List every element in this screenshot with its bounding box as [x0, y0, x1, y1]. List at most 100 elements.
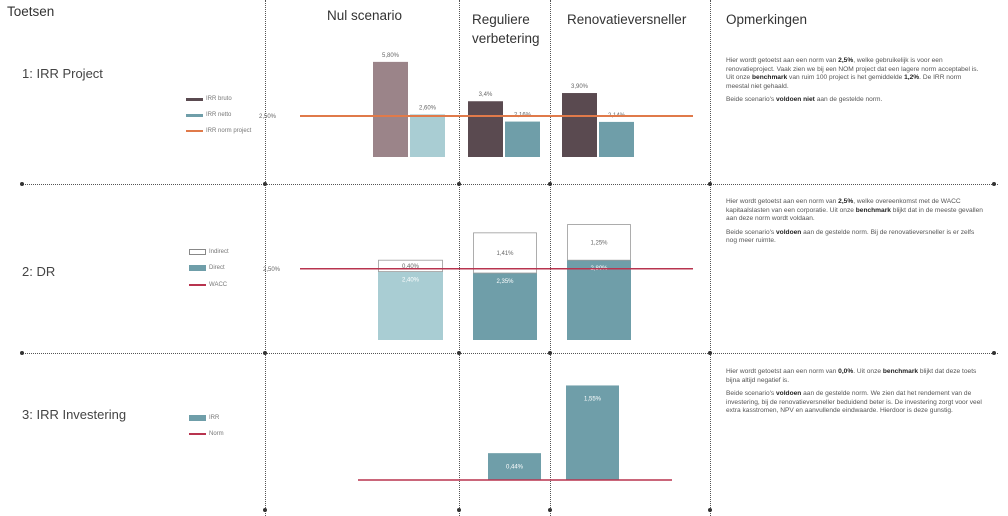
remark-text: aan de gestelde norm. Bij de renovatieve… [726, 228, 975, 245]
chart-irr-project: 5,80%2,60%3,4%2,16%3,90%2,14%2,50% [259, 53, 693, 157]
legend-item-irr-netto: IRR netto [186, 112, 231, 118]
legend-item-norm: Norm [189, 431, 224, 437]
data-label-direct: 2,40% [402, 278, 420, 284]
legend-item-irr-norm: IRR norm project [186, 128, 251, 134]
grid-dot [548, 508, 552, 512]
remark-text: aan de gestelde norm. We zien dat het re… [726, 390, 982, 415]
bar-irr-bruto [373, 61, 408, 157]
remark-paragraph: Beide scenario's voldoen niet aan de ges… [726, 96, 984, 105]
grid-dot [20, 351, 24, 355]
remark-bold: 0,0% [838, 368, 854, 375]
grid-dot [992, 351, 996, 355]
grid-dot [20, 182, 24, 186]
legend-swatch [189, 433, 206, 435]
bar-irr-bruto [562, 93, 597, 157]
remark-text: Beide scenario's [726, 390, 777, 398]
remark-bold: benchmark [752, 74, 788, 82]
row-label-irr-project: 1: IRR Project [22, 66, 103, 81]
data-label-direct: 2,35% [496, 279, 514, 285]
bar-direct [378, 271, 443, 340]
legend-item-indirect: Indirect [189, 249, 229, 255]
data-label-irr-bruto: 3,90% [571, 84, 589, 90]
data-label-irr-bruto: 5,80% [382, 53, 400, 59]
grid-dot [263, 508, 267, 512]
legend-swatch [186, 113, 203, 117]
legend-label: Direct [209, 265, 225, 271]
remark-text: van ruim 100 project is het gemiddelde [787, 74, 905, 82]
data-label-indirect: 1,25% [590, 240, 608, 246]
remark-bold: 2,5% [838, 57, 854, 64]
data-label-irr-investering: 1,55% [584, 396, 602, 402]
remark-bold: voldoen [776, 390, 802, 398]
remark-paragraph: Hier wordt getoetst aan een norm van 0,0… [726, 368, 984, 385]
bar-irr-netto [599, 121, 634, 157]
remark-dr: Hier wordt getoetst aan een norm van 2,5… [726, 198, 984, 251]
remark-text: aan de gestelde norm. [814, 96, 883, 104]
remark-text: Hier wordt getoetst aan een norm van [726, 57, 839, 64]
grid-dot [457, 182, 461, 186]
remark-text: . Uit onze [853, 368, 883, 375]
remark-irr-investering: Hier wordt getoetst aan een norm van 0,0… [726, 368, 984, 421]
remark-text: , welke gebruikelijk is voor een renovat… [726, 57, 979, 82]
remark-paragraph: Beide scenario's voldoen aan de gestelde… [726, 229, 984, 246]
row-label-irr-investering: 3: IRR Investering [22, 407, 127, 422]
legend-label: IRR [209, 415, 220, 421]
bar-irr-investering [566, 385, 619, 480]
data-label-irr-netto: 2,60% [419, 105, 437, 111]
legend-label: Indirect [209, 249, 229, 255]
remark-bold: voldoen [776, 228, 802, 236]
bar-direct [567, 260, 631, 340]
remark-text: blijkt dat in de meeste gevallen aan dez… [726, 206, 983, 223]
grid-dot [548, 351, 552, 355]
grid-dot [263, 351, 267, 355]
bar-irr-netto [410, 114, 445, 157]
legend-swatch [189, 249, 206, 255]
remark-bold: 2,5% [838, 198, 854, 205]
grid-dot [708, 508, 712, 512]
column-divider-1 [265, 0, 266, 516]
remark-bold: benchmark [855, 206, 891, 214]
legend-swatch [189, 284, 206, 286]
remark-text: blijkt dat deze toets bijna altijd negat… [726, 368, 977, 384]
bar-direct [473, 273, 537, 340]
grid-dot [708, 351, 712, 355]
remark-text: , welke overeenkomst met de WACC kapitaa… [726, 198, 961, 214]
legend-swatch [189, 415, 206, 421]
data-label-indirect: 0,40% [402, 264, 420, 270]
norm-label-irr-project: 2,50% [259, 114, 277, 120]
grid-dot [992, 182, 996, 186]
grid-dot [457, 351, 461, 355]
legend-label: Norm [209, 431, 224, 437]
legend-swatch [186, 130, 203, 132]
data-label-irr-investering: 0,44% [506, 465, 524, 471]
column-divider-2 [459, 0, 460, 516]
remark-paragraph: Beide scenario's voldoen aan de gestelde… [726, 390, 984, 416]
legend-swatch [186, 97, 203, 101]
header-reguliere-line2: verbetering [472, 31, 540, 46]
header-toetsen: Toetsen [7, 4, 55, 19]
grid-dot [708, 182, 712, 186]
remark-text: Beide scenario's [726, 228, 777, 236]
header-opmerkingen: Opmerkingen [726, 12, 808, 27]
bar-indirect [473, 232, 537, 274]
legend-item-wacc: WACC [189, 282, 227, 288]
bar-indirect [567, 224, 631, 261]
grid-dot [548, 182, 552, 186]
remark-text: Hier wordt getoetst aan een norm van [726, 198, 839, 205]
legend-item-irr: IRR [189, 415, 219, 421]
remark-text: Hier wordt getoetst aan een norm van [726, 368, 839, 375]
remark-bold: 1,2% [904, 74, 920, 82]
chart-dr: 2,40%0,40%2,35%1,41%2,80%1,25%2,50% [263, 224, 693, 340]
norm-label-wacc: 2,50% [263, 267, 281, 273]
data-label-indirect: 1,41% [496, 251, 514, 257]
column-divider-3 [550, 0, 551, 516]
row-divider-1 [22, 184, 998, 185]
header-reguliere-verbetering: Reguliere verbetering [472, 10, 540, 48]
legend-label: IRR netto [206, 112, 232, 118]
column-divider-4 [710, 0, 711, 516]
bar-irr-netto [505, 121, 540, 157]
grid-dot [457, 508, 461, 512]
remark-irr-project: Hier wordt getoetst aan een norm van 2,5… [726, 57, 984, 110]
row-label-dr: 2: DR [22, 264, 56, 279]
